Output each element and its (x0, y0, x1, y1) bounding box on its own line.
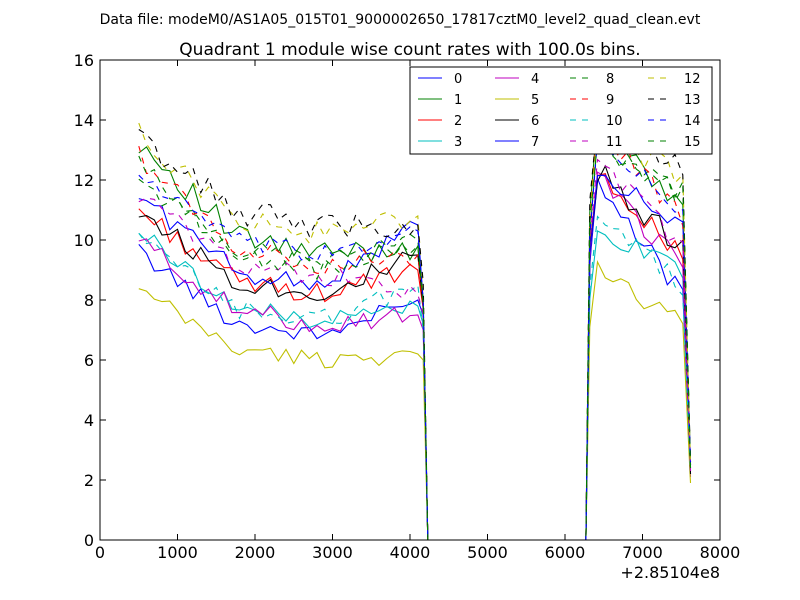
legend-label: 11 (606, 135, 623, 150)
legend-label: 14 (684, 114, 701, 129)
legend-label: 9 (606, 93, 614, 108)
legend-label: 13 (684, 93, 701, 108)
legend-label: 15 (684, 135, 701, 150)
x-tick-label: 0 (95, 543, 105, 562)
y-tick-label: 14 (74, 111, 94, 130)
series-line-4 (138, 171, 692, 541)
legend-label: 4 (531, 72, 539, 87)
series-line-5 (138, 259, 692, 541)
legend-label: 12 (684, 72, 701, 87)
series-line-2 (138, 173, 692, 541)
x-tick-label: 8000 (700, 543, 741, 562)
x-tick-label: 4000 (390, 543, 431, 562)
legend-label: 1 (454, 93, 462, 108)
legend-label: 10 (606, 114, 623, 129)
legend-label: 2 (454, 114, 462, 129)
y-tick-label: 12 (74, 171, 94, 190)
x-offset-label: +2.85104e8 (620, 563, 720, 582)
series-line-15 (138, 129, 692, 541)
legend-label: 7 (531, 135, 539, 150)
suptitle: Data file: modeM0/AS1A05_015T01_90000026… (100, 12, 701, 28)
legend-label: 5 (531, 93, 539, 108)
y-tick-label: 2 (84, 471, 94, 490)
series-line-11 (138, 158, 692, 541)
legend-label: 3 (454, 135, 462, 150)
series-line-14 (138, 138, 692, 541)
y-tick-label: 16 (74, 51, 94, 70)
series-line-0 (138, 178, 692, 541)
axis-ticks: 0 1000 2000 3000 4000 5000 6000 7000 80000246810… (74, 51, 741, 562)
plot-lines (138, 103, 692, 541)
x-tick-label: 1000 (157, 543, 198, 562)
legend-label: 6 (531, 114, 539, 129)
chart-title: Quadrant 1 module wise count rates with … (179, 40, 640, 60)
y-tick-label: 8 (84, 291, 94, 310)
x-tick-label: 2000 (235, 543, 276, 562)
x-tick-label: 5000 (467, 543, 508, 562)
series-line-3 (138, 230, 692, 541)
legend-label: 8 (606, 72, 614, 87)
series-line-6 (138, 164, 692, 541)
y-tick-label: 4 (84, 411, 94, 430)
x-tick-label: 7000 (622, 543, 663, 562)
x-tick-label: 6000 (545, 543, 586, 562)
legend-label: 0 (454, 72, 462, 87)
legend-box (409, 66, 713, 155)
series-line-10 (138, 215, 692, 541)
y-tick-label: 10 (74, 231, 94, 250)
series-line-12 (138, 122, 692, 541)
y-tick-label: 0 (84, 531, 94, 550)
series-line-13 (138, 103, 692, 541)
y-tick-label: 6 (84, 351, 94, 370)
x-tick-label: 3000 (312, 543, 353, 562)
series-line-7 (138, 174, 692, 541)
